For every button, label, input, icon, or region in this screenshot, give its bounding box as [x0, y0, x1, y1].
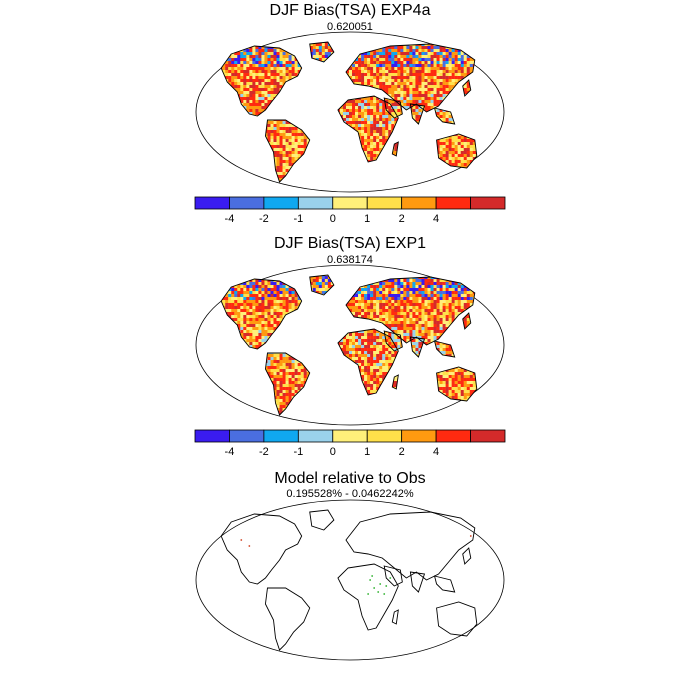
map-outline: [195, 499, 505, 661]
colorbar-tick-label: -4: [225, 213, 235, 225]
coastline-australia: [436, 601, 478, 637]
coastline-arabia: [383, 330, 403, 352]
coastline-greenland: [309, 509, 335, 531]
coastline-southAmerica: [264, 587, 311, 651]
signif-dot: [371, 575, 374, 577]
map-title-1: DJF Bias(TSA) EXP4a: [269, 2, 431, 19]
coastline-southAmerica: [264, 119, 311, 183]
coastline-northAmerica: [220, 278, 303, 350]
signif-dot: [373, 587, 376, 589]
continent-group: [220, 509, 478, 651]
map-title-2: DJF Bias(TSA) EXP1: [273, 235, 427, 252]
signif-dot: [379, 583, 382, 585]
coastline-australia: [436, 366, 478, 402]
colorbar-tick-label: 4: [433, 446, 439, 458]
colorbar-1: -4 -2 -1 0 1 2 4: [194, 196, 506, 225]
colorbar-2: -4 -2 -1 0 1 2 4: [194, 429, 506, 458]
map-subtitle-3: 0.195528% - 0.0462242%: [286, 488, 414, 500]
colorbar-tick-label: -2: [259, 446, 269, 458]
signif-dot: [385, 585, 388, 587]
signif-dot: [383, 593, 386, 595]
colorbar-tick-label: -4: [225, 446, 235, 458]
colorbar-tick-label: -2: [259, 213, 269, 225]
bias-map-exp4a: [195, 31, 505, 193]
signif-dot: [240, 539, 243, 541]
colorbar-tick-label: 4: [433, 213, 439, 225]
coastline-japan: [462, 547, 472, 565]
colorbar-swatch: [470, 196, 506, 210]
coastline-arabia: [383, 565, 403, 587]
coastline-africa: [337, 328, 399, 396]
colorbar-swatch: [470, 429, 506, 443]
coastline-eurasia: [345, 276, 476, 346]
colorbar-tick-label: 0: [330, 446, 336, 458]
colorbar-tick-label: -1: [293, 213, 303, 225]
colorbar-tick-label: 2: [399, 446, 405, 458]
coastline-india: [409, 103, 426, 125]
coastline-eurasia: [345, 511, 476, 581]
coastline-madagascar: [391, 609, 399, 625]
coastline-northAmerica: [220, 45, 303, 117]
coastline-seAsia: [433, 575, 456, 593]
coastline-africa: [337, 563, 399, 631]
coastline-australia: [436, 133, 478, 169]
coastline-northAmerica: [220, 513, 303, 585]
signif-dot: [469, 535, 472, 537]
coastline-seAsia: [433, 340, 456, 358]
coastline-southAmerica: [264, 352, 311, 416]
coastline-japan: [462, 312, 472, 330]
coastline-greenland: [309, 41, 335, 63]
signif-dot: [389, 577, 392, 579]
coastline-africa: [337, 95, 399, 163]
signif-dot: [369, 579, 372, 581]
coastline-japan: [462, 79, 472, 97]
colorbar-tick-label: -1: [293, 446, 303, 458]
map-title-3: Model relative to Obs: [274, 470, 426, 487]
colorbar-tick-label: 0: [330, 213, 336, 225]
coastline-greenland: [309, 274, 335, 296]
map-subtitle-2: 0.638174: [327, 254, 373, 266]
map-subtitle-1: 0.620051: [327, 21, 373, 33]
colorbar-tick-label: 1: [364, 446, 370, 458]
coastline-india: [409, 336, 426, 358]
coastline-madagascar: [391, 374, 399, 390]
signif-dot: [248, 545, 251, 547]
colorbar-tick-label: 1: [364, 213, 370, 225]
bias-map-exp1: [195, 264, 505, 426]
coastline-seAsia: [433, 107, 456, 125]
coastline-eurasia: [345, 43, 476, 113]
signif-dot: [377, 591, 380, 593]
colorbar-tick-label: 2: [399, 213, 405, 225]
coastline-madagascar: [391, 141, 399, 157]
coastline-arabia: [383, 97, 403, 119]
coastline-india: [409, 571, 426, 593]
signif-dot: [367, 593, 370, 595]
